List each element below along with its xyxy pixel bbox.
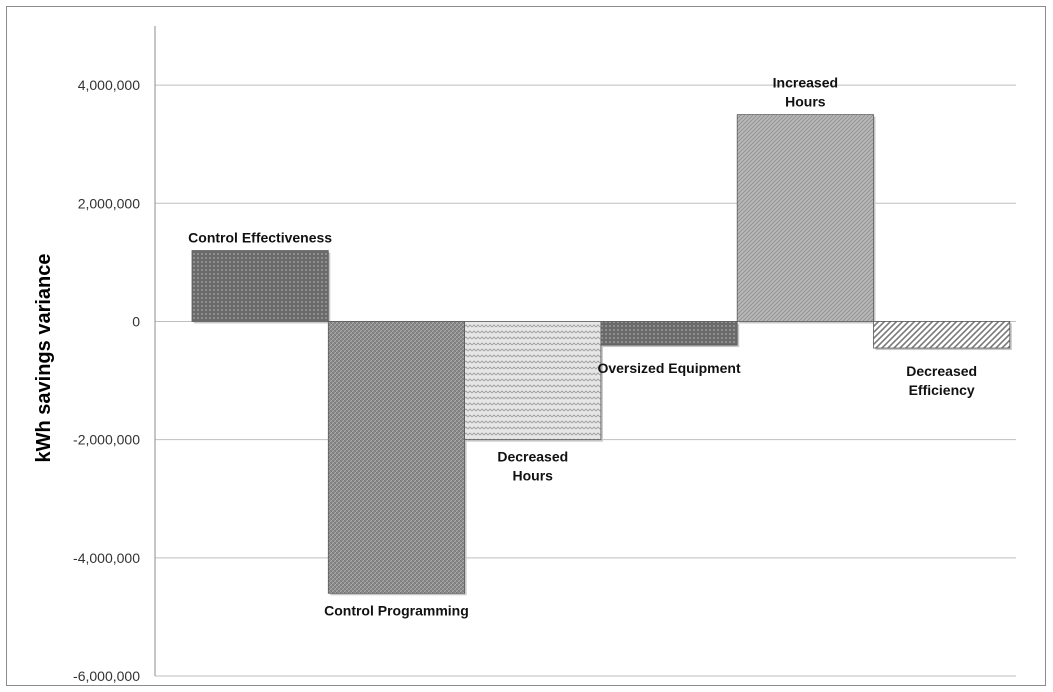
y-tick-label: 4,000,000 [78,77,140,93]
bar [600,321,740,348]
y-tick-label: -6,000,000 [73,668,140,684]
bar-label: Increased [773,75,838,91]
bar-label: Control Programming [324,602,469,618]
bar [873,321,1012,351]
bar-label: Control Effectiveness [188,230,332,246]
bar [464,321,603,442]
bar-label: Decreased [906,363,977,379]
bar-rect [873,321,1011,349]
bar-rect [464,321,602,441]
bar-labels: Control Effectiveness Control Programming… [188,75,977,619]
y-tick-label: 2,000,000 [78,195,140,211]
y-axis-title: kWh savings variance [33,254,55,463]
bar-label: Hours [513,468,554,484]
bar-rect [600,321,738,346]
y-tick-label: -2,000,000 [73,432,140,448]
bar-rect [327,321,465,594]
bar-label: Oversized Equipment [597,360,740,376]
y-tick-label: 0 [132,313,140,329]
bars [191,114,1012,596]
y-tick-labels: -6,000,000 -4,000,000 -2,000,000 0 2,000,000… [73,77,140,684]
bar-rect [736,114,874,322]
bar [736,114,876,324]
bar-label: Hours [785,94,826,110]
bar [327,321,467,596]
gridlines [155,84,1016,677]
y-tick-label: -4,000,000 [73,550,140,566]
bar-label: Decreased [497,449,568,465]
bar-label: Efficiency [909,382,975,398]
bar-rect [191,250,329,322]
bar [191,250,331,324]
